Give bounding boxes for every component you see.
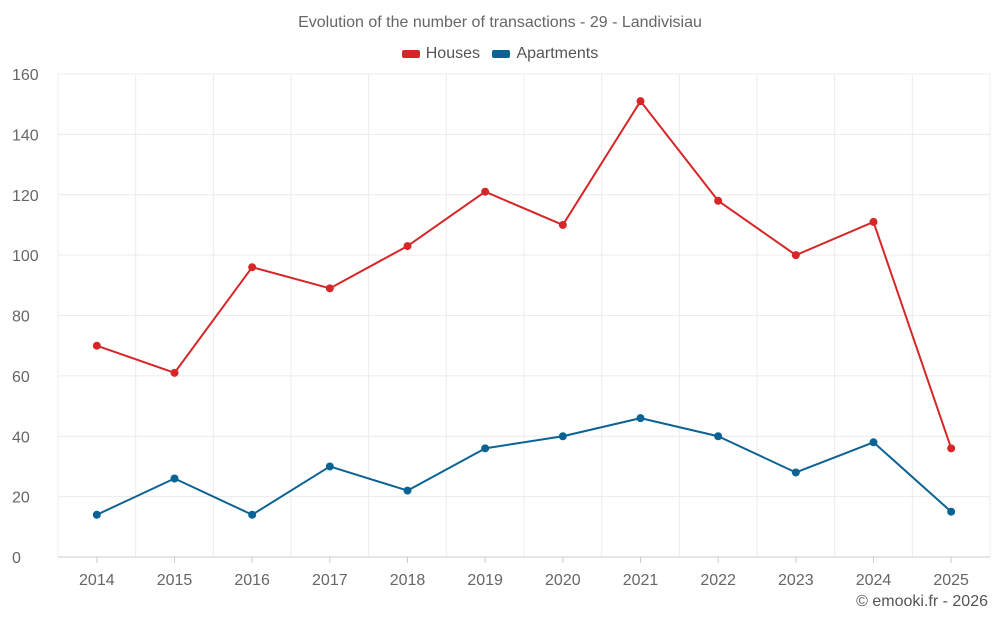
y-tick-label: 140 bbox=[12, 127, 39, 144]
x-tick-label: 2016 bbox=[234, 572, 270, 589]
data-point-houses bbox=[403, 242, 412, 251]
data-point-apartments bbox=[636, 414, 645, 423]
series-line-houses bbox=[96, 100, 953, 449]
legend-label-houses: Houses bbox=[425, 45, 480, 62]
y-tick-label: 0 bbox=[12, 550, 21, 567]
data-point-houses bbox=[558, 220, 567, 229]
y-tick-label: 40 bbox=[12, 429, 30, 446]
data-point-apartments bbox=[558, 432, 567, 441]
data-point-houses bbox=[636, 97, 645, 106]
data-point-houses bbox=[869, 217, 878, 226]
x-tick-label: 2021 bbox=[623, 572, 659, 589]
data-point-houses bbox=[325, 284, 334, 293]
y-tick-label: 160 bbox=[12, 67, 39, 84]
series-layer bbox=[92, 97, 956, 519]
data-point-apartments bbox=[714, 432, 723, 441]
x-tick-label: 2018 bbox=[390, 572, 426, 589]
data-point-houses bbox=[170, 368, 179, 377]
x-tick-label: 2023 bbox=[778, 572, 814, 589]
x-tick-label: 2020 bbox=[545, 572, 581, 589]
data-point-houses bbox=[248, 263, 257, 272]
y-tick-label: 80 bbox=[12, 309, 30, 326]
x-tick-label: 2024 bbox=[856, 572, 892, 589]
legend-swatch-houses bbox=[401, 50, 420, 58]
legend-swatch-apartments bbox=[492, 50, 511, 58]
y-tick-label: 20 bbox=[12, 490, 30, 507]
data-point-houses bbox=[481, 187, 490, 196]
x-tick-label: 2025 bbox=[933, 572, 969, 589]
data-point-houses bbox=[92, 341, 101, 350]
copyright-credit: © emooki.fr - 2026 bbox=[856, 593, 988, 610]
x-tick-label: 2015 bbox=[157, 572, 193, 589]
data-point-houses bbox=[947, 444, 956, 453]
data-point-apartments bbox=[947, 507, 956, 516]
x-tick-label: 2022 bbox=[700, 572, 736, 589]
data-point-apartments bbox=[325, 462, 334, 471]
x-tick-label: 2019 bbox=[467, 572, 503, 589]
data-point-apartments bbox=[791, 468, 800, 477]
y-tick-label: 60 bbox=[12, 369, 30, 386]
legend: Houses Apartments bbox=[0, 45, 1000, 63]
data-point-houses bbox=[791, 251, 800, 260]
data-point-apartments bbox=[481, 444, 490, 453]
data-point-apartments bbox=[248, 510, 257, 519]
legend-item-apartments[interactable]: Apartments bbox=[492, 45, 598, 63]
y-tick-label: 100 bbox=[12, 248, 39, 265]
chart-title: Evolution of the number of transactions … bbox=[298, 14, 702, 31]
series-line-apartments bbox=[96, 417, 952, 516]
legend-label-apartments: Apartments bbox=[516, 45, 599, 62]
data-point-apartments bbox=[869, 438, 878, 447]
data-point-apartments bbox=[403, 486, 412, 495]
x-tick-label: 2014 bbox=[79, 572, 115, 589]
data-point-apartments bbox=[92, 510, 101, 519]
axis-layer: 0 20 40 60 80 100 120 140 160 2014 2015 2016 2017 201… bbox=[12, 67, 990, 589]
x-tick-label: 2017 bbox=[312, 572, 348, 589]
data-point-houses bbox=[714, 196, 723, 205]
grid-layer bbox=[57, 73, 991, 557]
legend-item-houses[interactable]: Houses bbox=[401, 45, 480, 63]
data-point-apartments bbox=[170, 474, 179, 483]
y-tick-label: 120 bbox=[12, 188, 39, 205]
